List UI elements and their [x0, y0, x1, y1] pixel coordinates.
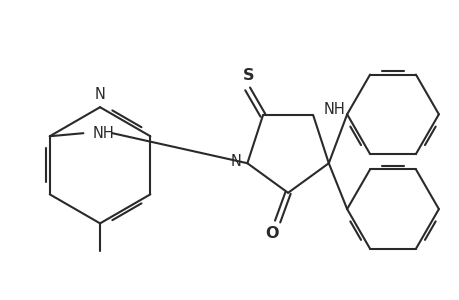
- Text: S: S: [242, 68, 254, 83]
- Text: N: N: [95, 87, 105, 102]
- Text: N: N: [230, 154, 241, 169]
- Text: NH: NH: [323, 102, 345, 117]
- Text: NH: NH: [92, 126, 114, 141]
- Text: O: O: [264, 226, 278, 241]
